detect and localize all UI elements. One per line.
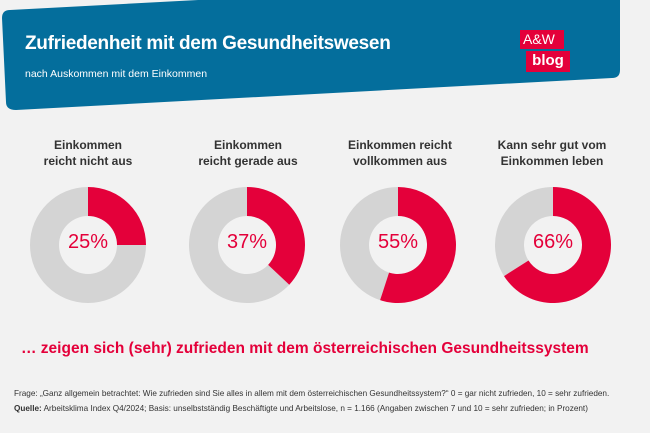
banner-shape (2, 0, 620, 110)
source-label: Quelle: (14, 404, 42, 413)
donut-segment-2 (247, 187, 306, 285)
chart-annotation: … zeigen sich (sehr) zufrieden mit dem ö… (21, 340, 589, 357)
footer-source: Quelle: Arbeitsklima Index Q4/2024; Basi… (14, 404, 588, 413)
donut-value-3: 55% (377, 231, 419, 253)
page-subtitle: nach Auskommen mit dem Einkommen (25, 68, 208, 80)
page-title: Zufriedenheit mit dem Gesundheitswesen (25, 33, 391, 54)
donut-segment-3 (380, 187, 456, 303)
donut-remainder-4 (495, 187, 553, 277)
donut-label-3: Einkommen reicht vollkommen aus (347, 138, 453, 168)
donut-remainder-1 (30, 187, 146, 303)
donut-label-1: Einkommen reicht nicht aus (43, 138, 133, 168)
logo-aw: A&W (520, 30, 564, 49)
donut-segment-1 (88, 187, 146, 245)
footer-question: Frage: „Ganz allgemein betrachtet: Wie z… (14, 389, 610, 398)
donut-value-1: 25% (67, 231, 109, 253)
source-text: Arbeitsklima Index Q4/2024; Basis: unsel… (41, 404, 588, 413)
donut-label-2: Einkommen reicht gerade aus (198, 138, 298, 168)
header-banner (2, 0, 620, 110)
donut-segment-4 (504, 187, 611, 303)
donut-remainder-2 (189, 187, 290, 303)
donut-value-2: 37% (226, 231, 268, 253)
donut-value-4: 66% (532, 231, 574, 253)
donut-remainder-3 (339, 187, 398, 301)
donut-label-4: Kann sehr gut vom Einkommen leben (497, 138, 607, 168)
logo-blog: blog (526, 51, 570, 72)
